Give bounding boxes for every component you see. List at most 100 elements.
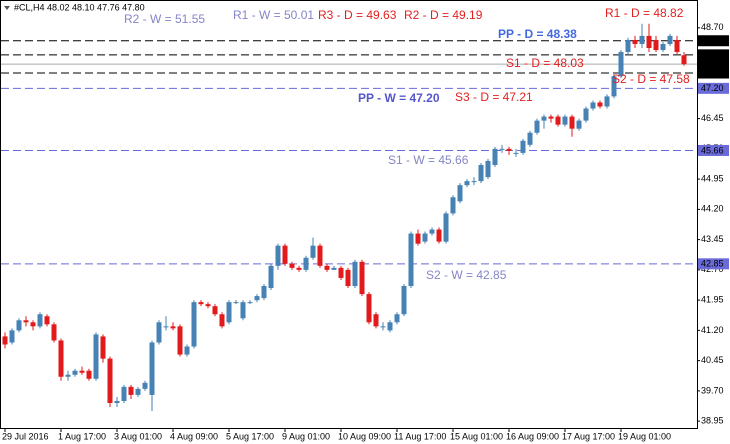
- candle-body: [667, 35, 673, 44]
- candle-body: [345, 269, 351, 287]
- annotation: S2 - D = 47.58: [612, 72, 690, 86]
- menu-icon: [4, 6, 10, 10]
- level-label: 48.03: [701, 50, 724, 60]
- candle-body: [499, 148, 505, 150]
- candle-body: [632, 39, 638, 44]
- annotation: PP - W = 47.20: [358, 91, 440, 105]
- candle-body: [597, 102, 603, 107]
- candle-body: [16, 320, 22, 331]
- candle-body: [408, 233, 414, 287]
- candle-body: [261, 286, 267, 299]
- candle-body: [457, 185, 463, 202]
- annotation: PP - D = 48.38: [498, 27, 577, 41]
- candle-body: [2, 336, 8, 345]
- candle-body: [674, 39, 680, 53]
- candle-body: [65, 374, 71, 377]
- x-tick-label: 11 Aug 17:00: [394, 431, 446, 441]
- candle-body: [121, 386, 127, 401]
- candle-body: [471, 181, 477, 183]
- candle-body: [548, 116, 554, 119]
- candle-body: [9, 330, 15, 343]
- candle-body: [23, 320, 29, 323]
- candle-body: [415, 233, 421, 244]
- candle-body: [86, 370, 92, 379]
- x-tick-label: 5 Aug 17:00: [226, 431, 274, 441]
- candle-body: [506, 148, 512, 151]
- candle-body: [212, 306, 218, 315]
- candle-body: [485, 160, 491, 178]
- candle-body: [478, 164, 484, 182]
- candle-body: [625, 39, 631, 53]
- annotation: R3 - D = 49.63: [318, 8, 397, 22]
- candle-body: [443, 213, 449, 242]
- x-tick-label: 9 Aug 01:00: [282, 431, 330, 441]
- candle-body: [247, 302, 253, 304]
- candle-body: [604, 96, 610, 107]
- candle-body: [562, 116, 568, 125]
- y-tick-label: 43.45: [701, 234, 724, 244]
- candle-body: [268, 265, 274, 289]
- candle-body: [380, 326, 386, 328]
- annotation: R1 - W = 50.01: [233, 8, 314, 22]
- y-tick-label: 41.20: [701, 325, 724, 335]
- level-label-box: [698, 35, 729, 47]
- candle-body: [44, 316, 50, 325]
- candle-body: [324, 265, 330, 270]
- level-label: 47.80: [701, 59, 724, 69]
- candle-body: [93, 334, 99, 379]
- x-tick-label: 1 Aug 17:00: [58, 431, 106, 441]
- candle-body: [282, 245, 288, 264]
- candle-body: [79, 370, 85, 373]
- level-label-box: [698, 258, 729, 270]
- annotation: S3 - D = 47.21: [455, 90, 533, 104]
- candle-body: [646, 35, 652, 49]
- candle-body: [681, 55, 687, 65]
- candle-body: [219, 314, 225, 327]
- candle-body: [611, 76, 617, 97]
- candle-body: [72, 370, 78, 375]
- y-tick-label: 46.45: [701, 113, 724, 123]
- candle-body: [289, 263, 295, 268]
- candle-body: [569, 116, 575, 129]
- level-label: 42.85: [701, 259, 724, 269]
- x-tick-label: 29 Jul 2016: [2, 431, 49, 441]
- candle-body: [590, 102, 596, 109]
- candle-body: [107, 358, 113, 403]
- candle-body: [205, 304, 211, 307]
- candle-body: [254, 296, 260, 301]
- candle-body: [170, 326, 176, 329]
- level-label: 45.66: [701, 145, 724, 155]
- candle-body: [394, 314, 400, 323]
- candle-body: [163, 326, 169, 328]
- candle-body: [128, 386, 134, 395]
- candle-body: [149, 342, 155, 395]
- candle-body: [583, 108, 589, 121]
- level-label-box: [698, 82, 729, 94]
- candle-body: [401, 286, 407, 315]
- candle-body: [296, 267, 302, 270]
- level-label-box: [698, 144, 729, 156]
- plot-frame: [0, 0, 698, 429]
- annotation: S1 - W = 45.66: [388, 153, 469, 167]
- candle-body: [464, 181, 470, 186]
- level-label: 48.38: [701, 36, 724, 46]
- candle-body: [51, 324, 57, 341]
- candle-body: [331, 267, 337, 270]
- candle-body: [436, 229, 442, 242]
- candle-body: [226, 302, 232, 323]
- annotation: S2 - W = 42.85: [426, 268, 507, 282]
- x-tick-label: 16 Aug 09:00: [506, 431, 559, 441]
- annotation: R2 - W = 51.55: [124, 12, 205, 26]
- x-tick-label: 19 Aug 01:00: [618, 431, 671, 441]
- candle-body: [576, 120, 582, 129]
- chart-title: #CL,H4 48.02 48.10 47.76 47.80: [14, 2, 145, 12]
- candle-body: [240, 302, 246, 319]
- candle-body: [177, 326, 183, 355]
- candle-body: [352, 261, 358, 287]
- y-tick-label: 41.95: [701, 294, 724, 304]
- candle-body: [191, 302, 197, 347]
- y-tick-label: 44.95: [701, 173, 724, 183]
- candle-body: [310, 245, 316, 258]
- candle-body: [618, 52, 624, 77]
- candle-body: [317, 245, 323, 266]
